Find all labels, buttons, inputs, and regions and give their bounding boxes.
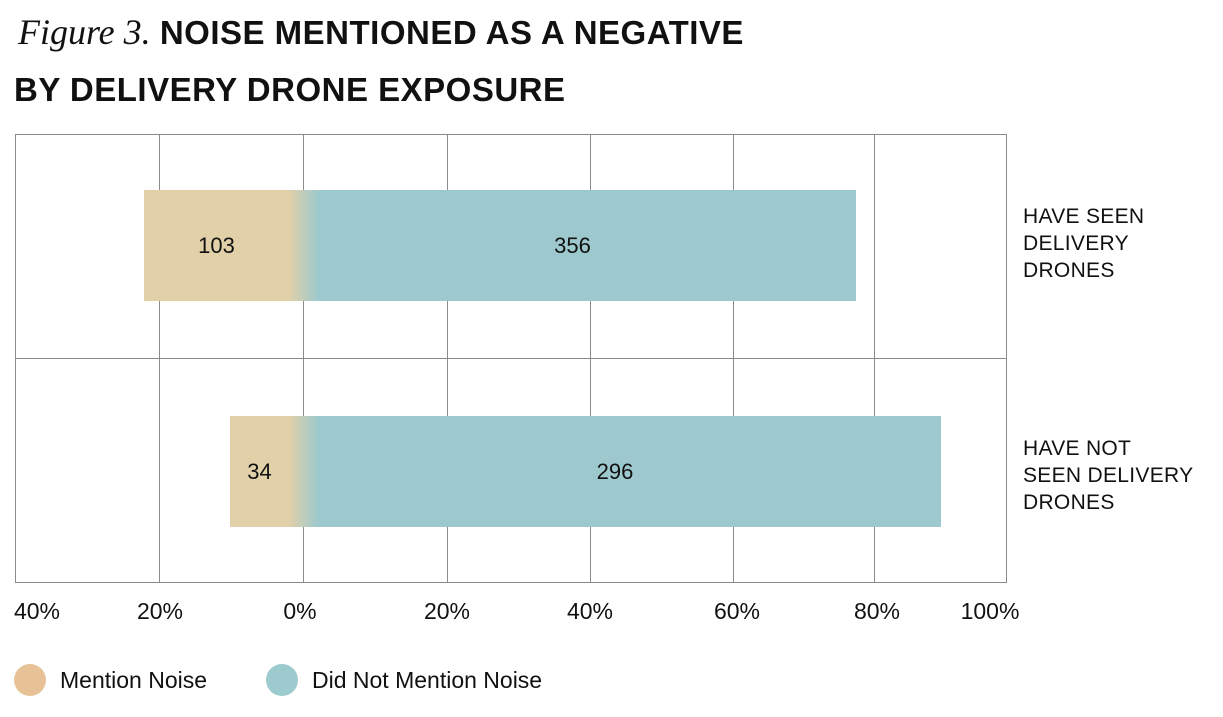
legend-item-mention-noise: Mention Noise <box>14 664 207 696</box>
chart-title-line1: Figure 3. NOISE MENTIONED AS A NEGATIVE <box>18 12 744 53</box>
title-text-1: NOISE MENTIONED AS A NEGATIVE <box>159 14 744 51</box>
category-label-line: HAVE NOT <box>1023 437 1132 460</box>
bar-segment-did-not-mention: 356 <box>319 190 856 301</box>
category-label-line: DELIVERY <box>1023 232 1129 255</box>
chart-title-line2: BY DELIVERY DRONE EXPOSURE <box>14 71 566 108</box>
x-tick: 0% <box>283 598 317 624</box>
legend-swatch-not-mention-icon <box>266 664 298 696</box>
bar-have-seen: 103 356 <box>144 190 856 301</box>
figure-label: Figure 3. <box>18 12 151 52</box>
category-divider <box>16 358 1006 359</box>
bar-value-label: 296 <box>596 458 634 484</box>
bar-value-label: 356 <box>554 232 591 258</box>
category-label-have-not-seen: HAVE NOT SEEN DELIVERY DRONES <box>1023 435 1193 516</box>
x-tick: 40% <box>566 598 614 624</box>
category-label-line: HAVE SEEN <box>1023 205 1145 228</box>
x-tick: 100% <box>960 598 1020 624</box>
x-tick: 40% <box>13 598 61 624</box>
bar-segment-did-not-mention: 296 <box>319 416 941 527</box>
bar-gradient-transition <box>289 190 319 301</box>
legend-label: Did Not Mention Noise <box>312 666 543 693</box>
legend-swatch-mention-icon <box>14 664 46 696</box>
bar-segment-mention-noise: 103 <box>144 190 289 301</box>
category-label-line: DRONES <box>1023 259 1115 282</box>
category-label-line: DRONES <box>1023 491 1115 514</box>
x-tick: 60% <box>713 598 761 624</box>
bar-value-label: 103 <box>198 232 235 258</box>
category-label-line: SEEN DELIVERY <box>1023 464 1194 487</box>
x-tick: 80% <box>853 598 901 624</box>
legend-item-did-not-mention: Did Not Mention Noise <box>266 664 542 696</box>
plot-area: 103 356 34 296 <box>15 134 1007 583</box>
bar-value-label: 34 <box>247 458 272 484</box>
bar-segment-mention-noise: 34 <box>230 416 289 527</box>
category-label-have-seen: HAVE SEEN DELIVERY DRONES <box>1023 203 1144 284</box>
legend-label: Mention Noise <box>60 666 208 693</box>
x-tick: 20% <box>423 598 471 624</box>
bar-gradient-transition <box>289 416 319 527</box>
x-tick: 20% <box>136 598 184 624</box>
bar-have-not-seen: 34 296 <box>230 416 941 527</box>
